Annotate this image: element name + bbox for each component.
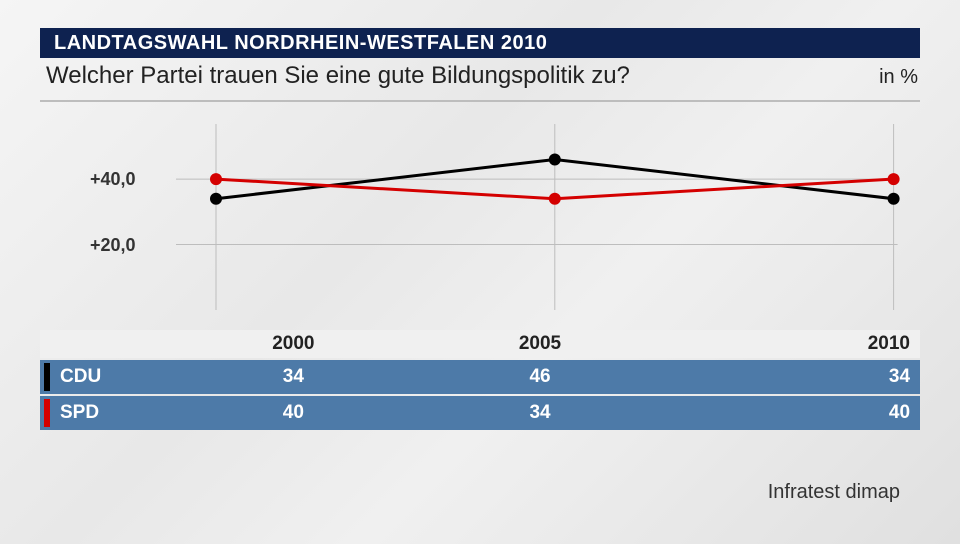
table-cell: 34	[170, 366, 417, 388]
table-row: CDU344634	[40, 360, 920, 394]
table-col-header: 2000	[170, 333, 417, 355]
table-cell: 34	[663, 366, 920, 388]
series-name: CDU	[60, 366, 170, 388]
series-marker	[549, 153, 561, 165]
subtitle-text: Welcher Partei trauen Sie eine gute Bild…	[46, 62, 630, 90]
header-title: LANDTAGSWAHL NORDRHEIN-WESTFALEN 2010	[54, 32, 547, 55]
source-label: Infratest dimap	[768, 481, 900, 504]
series-marker	[888, 173, 900, 185]
unit-label: in %	[879, 66, 918, 89]
series-marker	[549, 193, 561, 205]
table-col-header: 2005	[417, 333, 664, 355]
chart-svg	[40, 110, 920, 320]
y-tick-label: +40,0	[90, 169, 136, 190]
series-swatch	[44, 363, 50, 391]
data-table: 200020052010 CDU344634SPD403440	[40, 330, 920, 430]
table-cell: 40	[663, 402, 920, 424]
series-swatch	[44, 399, 50, 427]
table-col-header: 2010	[663, 333, 920, 355]
line-chart: +20,0 +40,0	[40, 110, 920, 320]
table-header: 200020052010	[40, 330, 920, 358]
series-marker	[210, 193, 222, 205]
series-marker	[888, 193, 900, 205]
table-cell: 34	[417, 402, 664, 424]
table-cell: 46	[417, 366, 664, 388]
header-bar: LANDTAGSWAHL NORDRHEIN-WESTFALEN 2010	[40, 28, 920, 58]
table-row: SPD403440	[40, 396, 920, 430]
y-tick-label: +20,0	[90, 235, 136, 256]
series-name: SPD	[60, 402, 170, 424]
subtitle-row: Welcher Partei trauen Sie eine gute Bild…	[40, 62, 920, 102]
series-marker	[210, 173, 222, 185]
table-cell: 40	[170, 402, 417, 424]
